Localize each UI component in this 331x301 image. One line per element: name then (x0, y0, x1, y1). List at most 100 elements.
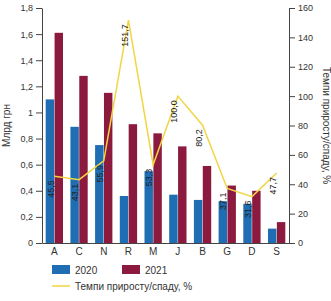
tick-label: R (125, 246, 132, 257)
bar (194, 200, 202, 243)
tick: R (125, 243, 132, 257)
tick-label: M (149, 246, 157, 257)
tick: 120 (289, 62, 313, 72)
tick: 20 (289, 209, 308, 219)
tick-label: J (175, 246, 180, 257)
data-label: 100,0 (169, 100, 179, 123)
tick: S (273, 243, 280, 257)
legend-label: 2021 (145, 265, 168, 276)
bar (95, 145, 103, 243)
tick-label: 100 (298, 92, 313, 102)
bar (129, 124, 137, 243)
y-axis-title: Млрд грн (1, 104, 12, 147)
tick: D (248, 243, 255, 257)
tick-label: 0,2 (20, 212, 33, 222)
tick: 60 (289, 150, 308, 160)
tick-label: 80 (298, 121, 308, 131)
bar (120, 196, 128, 243)
legend-swatch (52, 285, 70, 287)
bar (79, 76, 87, 243)
tick-label: S (273, 246, 280, 257)
tick-label: N (100, 246, 107, 257)
tick-label: 0,4 (20, 186, 33, 196)
tick-label: 120 (298, 62, 313, 72)
tick-mark (36, 8, 42, 9)
data-label: 31,6 (243, 201, 253, 219)
plot: 45,543,155,9151,753,3100,080,237,131,647… (20, 3, 313, 257)
bar (277, 222, 285, 243)
tick: 40 (289, 180, 308, 190)
tick-mark (289, 155, 295, 156)
tick: 0,2 (20, 212, 42, 222)
y2-axis: 0 20 40 60 80 100 120 140 160 (289, 3, 313, 248)
data-label: 80,2 (194, 129, 204, 147)
tick: 1,2 (20, 82, 42, 92)
tick-label: 1 (28, 108, 33, 118)
tick-mark (36, 60, 42, 61)
tick: 80 (289, 121, 308, 131)
data-label: 151,7 (120, 24, 130, 47)
tick-label: 20 (298, 209, 308, 219)
tick-label: G (223, 246, 231, 257)
tick: G (223, 243, 231, 257)
data-label: 43,1 (70, 184, 80, 202)
tick-label: 40 (298, 180, 308, 190)
bar (153, 133, 161, 243)
tick: B (199, 243, 206, 257)
tick: 100 (289, 92, 313, 102)
tick-mark (289, 67, 295, 68)
tick: M (149, 243, 157, 257)
bar (227, 186, 235, 243)
tick: 1,8 (20, 3, 42, 13)
growth-line (54, 20, 276, 196)
tick-mark (289, 8, 295, 9)
data-label: 53,3 (144, 169, 154, 187)
tick-mark (289, 126, 295, 127)
tick: 0 (28, 238, 42, 248)
tick-mark (36, 217, 42, 218)
tick-label: 0,8 (20, 134, 33, 144)
x-axis: ACNRMJBGDS (43, 243, 290, 257)
tick: 0,6 (20, 160, 42, 170)
tick-mark (36, 243, 42, 244)
y2-axis-title: Темпи приросту/спаду, % (321, 67, 331, 184)
bar (169, 195, 177, 243)
tick-mark (36, 165, 42, 166)
bar (268, 229, 276, 243)
tick-mark (289, 184, 295, 185)
tick-mark (289, 96, 295, 97)
tick: 1 (28, 108, 42, 118)
y-axis: 0 0,2 0,4 0,6 0,8 1 1,2 1,4 1,6 1,8 (20, 3, 42, 248)
tick: C (75, 243, 82, 257)
tick-label: 1,2 (20, 82, 33, 92)
tick-label: 0,6 (20, 160, 33, 170)
tick-label: 0 (28, 238, 33, 248)
tick: 1,6 (20, 29, 42, 39)
bar (203, 166, 211, 243)
bar (252, 191, 260, 243)
tick: 140 (289, 33, 313, 43)
tick-label: 1,8 (20, 3, 33, 13)
bar (55, 33, 63, 243)
bar (178, 146, 186, 243)
tick: 0 (289, 238, 303, 248)
tick: 0,4 (20, 186, 42, 196)
tick-label: 160 (298, 3, 313, 13)
tick-label: 1,4 (20, 56, 33, 66)
axis-line (43, 243, 290, 244)
tick-label: 140 (298, 33, 313, 43)
tick-mark (36, 112, 42, 113)
data-label: 47,7 (268, 177, 278, 195)
tick-label: 0 (298, 238, 303, 248)
tick: N (100, 243, 107, 257)
tick-mark (36, 34, 42, 35)
data-label: 45,5 (46, 180, 56, 198)
tick: 160 (289, 3, 313, 13)
tick-label: A (51, 246, 58, 257)
tick: A (51, 243, 58, 257)
tick-mark (36, 139, 42, 140)
tick: 0,8 (20, 134, 42, 144)
legend-label: 2020 (75, 265, 98, 276)
legend-swatch (122, 265, 140, 274)
tick-mark (289, 214, 295, 215)
